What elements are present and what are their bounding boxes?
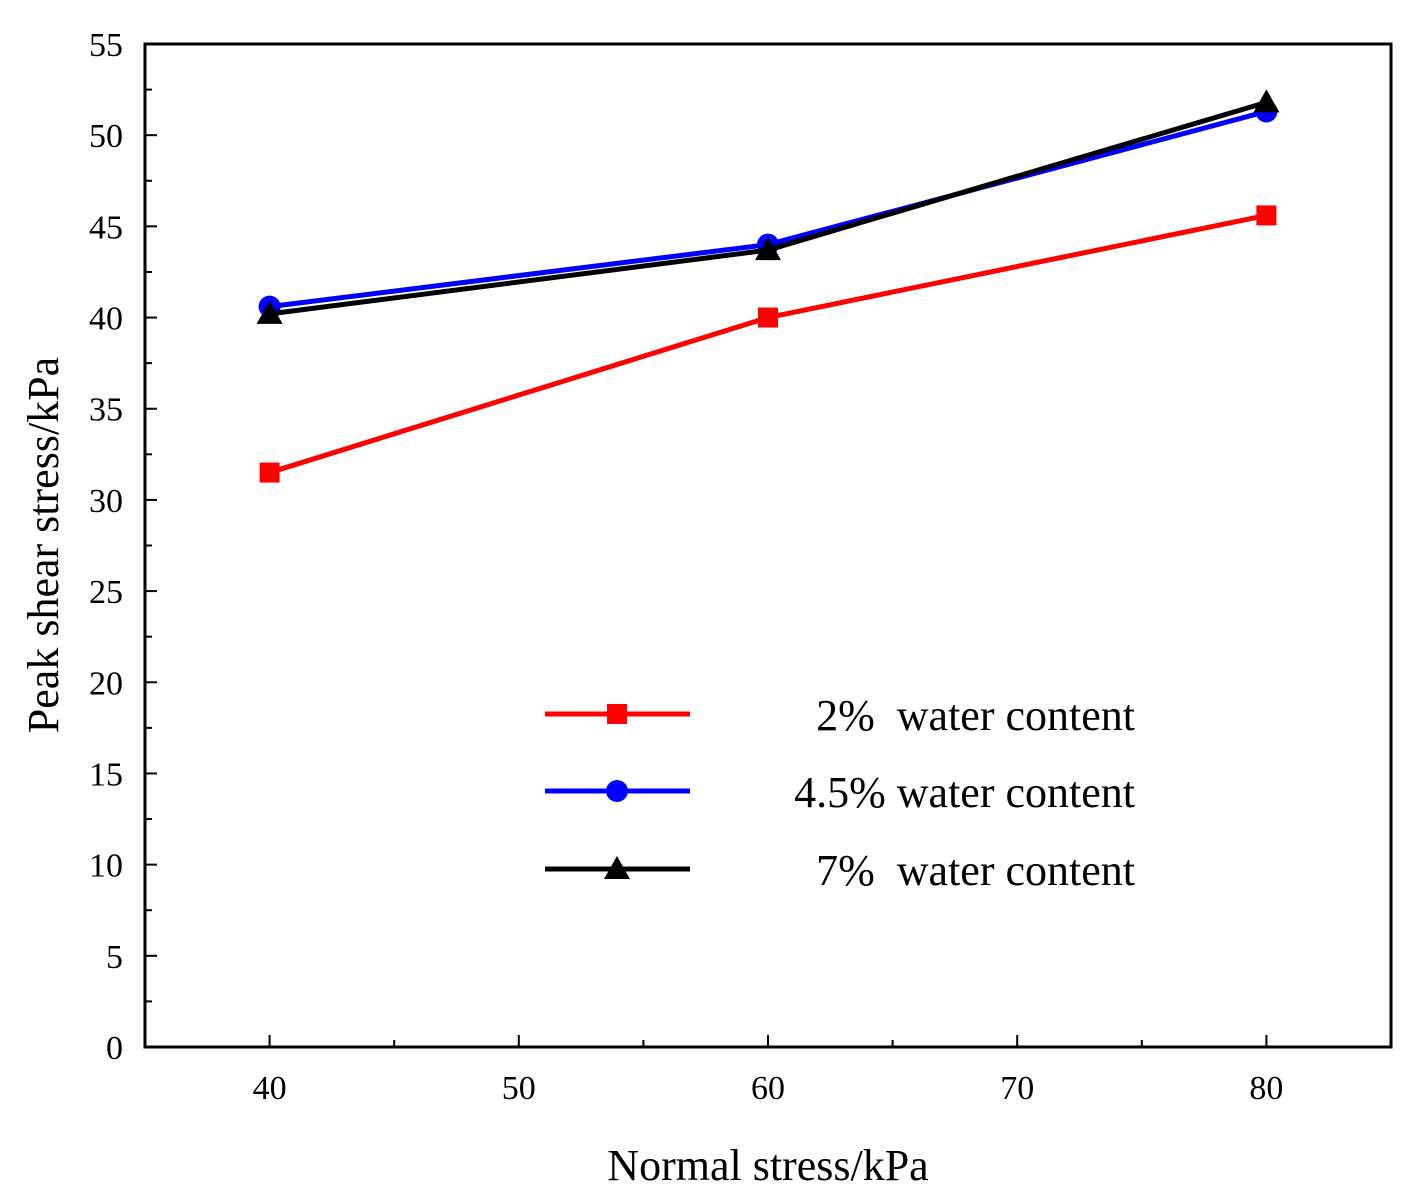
y-tick-label: 15 <box>89 756 123 793</box>
legend: 2% water content 4.5% water content 7% wat… <box>545 691 1135 895</box>
data-point <box>259 462 280 483</box>
data-point <box>755 237 781 261</box>
y-tick-label: 30 <box>89 483 123 520</box>
y-tick-label: 45 <box>89 209 123 246</box>
y-tick-label: 20 <box>89 665 123 702</box>
x-tick-label: 80 <box>1249 1070 1283 1107</box>
legend-entry-1: 4.5% water content <box>545 768 1135 817</box>
y-tick-label: 35 <box>89 392 123 429</box>
data-point <box>758 307 778 328</box>
legend-marker <box>606 780 628 802</box>
x-axis-title: Normal stress/kPa <box>607 1141 928 1190</box>
series-0 <box>259 205 1277 483</box>
legend-label: 2% water content <box>816 691 1135 740</box>
y-tick-label: 50 <box>89 118 123 155</box>
data-point <box>1256 205 1277 226</box>
plot-frame <box>143 42 1393 1049</box>
tick-layer: 0 5 10 15 20 25 30 35 40 45 50 55 40 50 60 70 80 <box>89 27 1283 1107</box>
series-line <box>269 99 1268 317</box>
x-tick-label: 50 <box>502 1070 536 1107</box>
series-1 <box>258 100 1278 318</box>
series-layer <box>256 89 1280 483</box>
legend-entry-0: 2% water content <box>545 691 1135 740</box>
x-tick-label: 60 <box>751 1070 785 1107</box>
legend-label: 7% water content <box>816 846 1135 895</box>
data-point <box>256 300 283 324</box>
legend-marker <box>604 856 630 879</box>
x-tick-label: 40 <box>253 1070 287 1107</box>
legend-label: 4.5% water content <box>794 768 1135 817</box>
y-tick-label: 10 <box>89 848 123 885</box>
y-tick-label: 5 <box>106 939 123 976</box>
y-axis-title: Peak shear stress/kPa <box>19 357 68 733</box>
y-tick-label: 25 <box>89 574 123 611</box>
y-tick-label: 0 <box>106 1030 123 1067</box>
y-tick-label: 40 <box>89 301 123 338</box>
series-line <box>269 109 1268 310</box>
series-2 <box>256 89 1280 324</box>
legend-entry-2: 7% water content <box>545 846 1135 895</box>
x-tick-label: 70 <box>1000 1070 1034 1107</box>
legend-marker <box>607 704 627 724</box>
data-point <box>1253 89 1280 113</box>
y-tick-label: 55 <box>89 27 123 64</box>
